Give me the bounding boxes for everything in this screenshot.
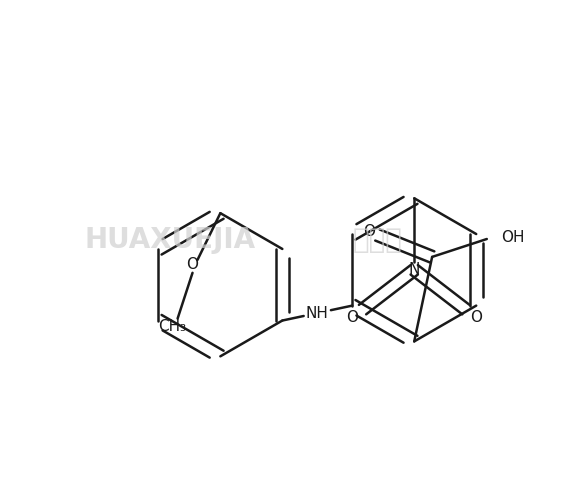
Text: O: O: [470, 310, 482, 325]
Text: O: O: [363, 224, 376, 239]
Text: CH₃: CH₃: [158, 319, 187, 334]
Text: NH: NH: [306, 306, 329, 321]
Text: N: N: [408, 263, 420, 277]
Text: O: O: [187, 257, 199, 272]
Text: HUAXUEJIA: HUAXUEJIA: [84, 226, 255, 254]
Text: OH: OH: [501, 229, 524, 244]
Text: 化学加: 化学加: [352, 226, 402, 254]
Text: O: O: [347, 310, 359, 325]
